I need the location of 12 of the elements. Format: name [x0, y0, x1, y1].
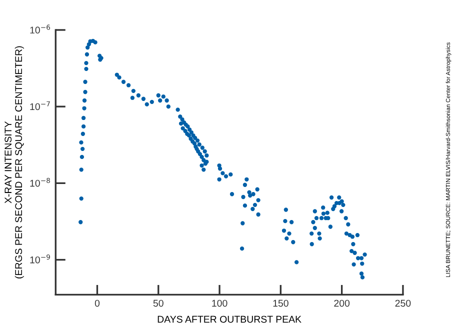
x-tick-label: 150 — [273, 300, 288, 307]
x-tick-label: 50 — [153, 300, 164, 307]
y-tick-label: 10$^{−8}$ — [30, 178, 50, 187]
y-axis-title: X-RAY INTENSITY (ERGS PER SECOND PER SQUARE CENTIMETER) — [4, 46, 24, 278]
y-tick-label: 10$^{−6}$ — [30, 24, 50, 34]
x-tick-label: 250 — [395, 300, 411, 307]
x-axis-title: DAYS AFTER OUTBURST PEAK — [158, 316, 302, 323]
x-tick-label: 100 — [212, 300, 228, 307]
x-tick-label: 0 — [94, 300, 100, 307]
y-tick-label: 10$^{−9}$ — [30, 254, 50, 264]
y-tick-label: 10$^{−7}$ — [30, 101, 50, 110]
x-tick-label: 200 — [334, 300, 350, 307]
